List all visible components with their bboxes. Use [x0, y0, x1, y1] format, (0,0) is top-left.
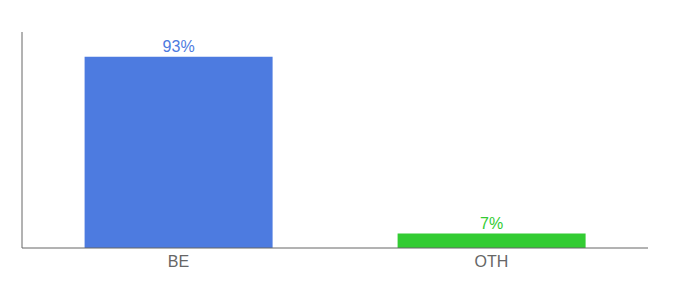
svg-text:7%: 7%: [480, 215, 503, 232]
svg-text:BE: BE: [168, 253, 189, 270]
svg-text:93%: 93%: [163, 38, 195, 55]
svg-text:OTH: OTH: [475, 253, 509, 270]
